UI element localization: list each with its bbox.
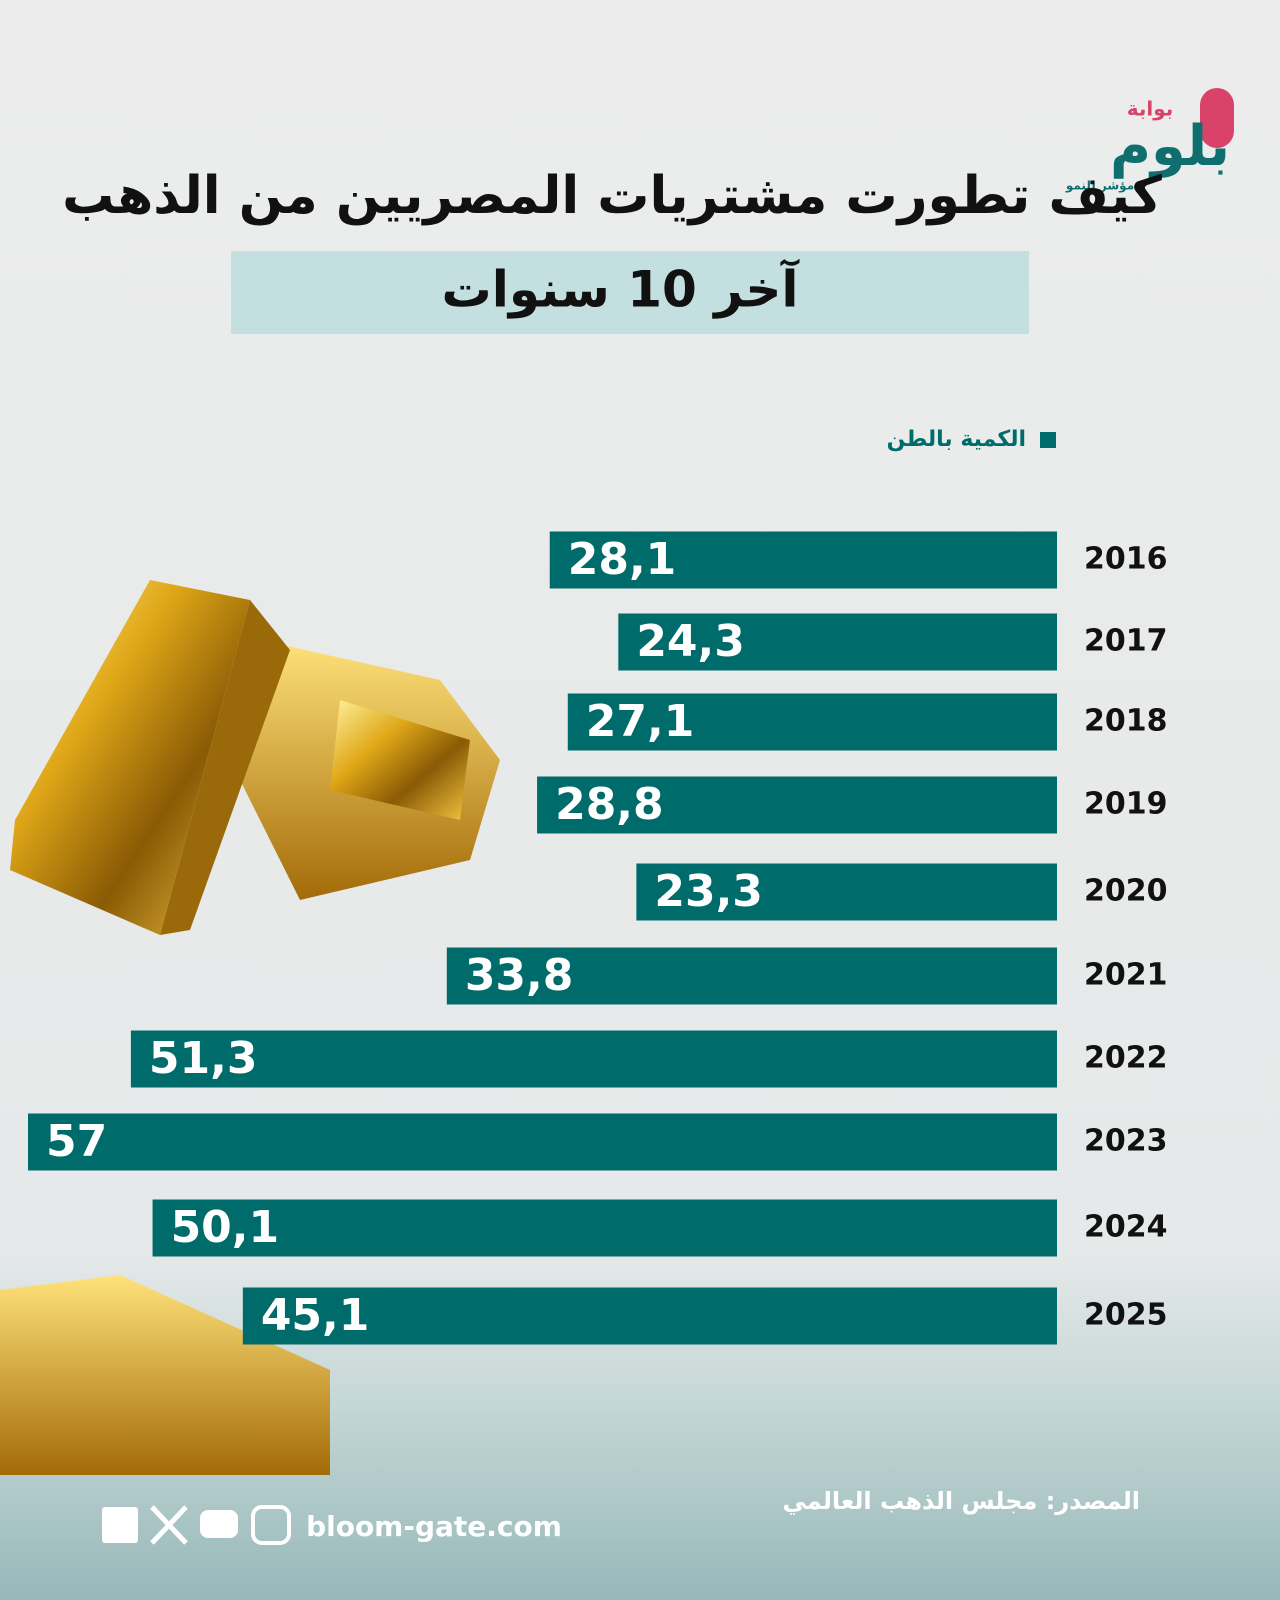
- gold-bar: [160, 600, 290, 935]
- chart-title: كيف تطورت مشتريات المصريين من الذهب: [62, 166, 1162, 226]
- bar: [567, 693, 1057, 751]
- value-label: 33,8: [465, 950, 574, 1001]
- social-icons: [102, 1505, 291, 1545]
- source: المصدر: مجلس الذهب العالمي: [782, 1487, 1140, 1515]
- bar: [28, 1113, 1057, 1171]
- value-label: 50,1: [171, 1202, 280, 1253]
- logo-name: بلوم: [1110, 114, 1230, 179]
- logo: بوابة بلوم مؤشر للنمو: [1065, 88, 1234, 194]
- value-label: 45,1: [261, 1290, 370, 1341]
- value-label: 28,8: [555, 779, 664, 830]
- bar: [636, 863, 1057, 921]
- gold-bar: [330, 700, 470, 820]
- y-tick-label: 2022: [1084, 1041, 1168, 1076]
- value-label: 24,3: [636, 616, 745, 667]
- legend-swatch: [1040, 432, 1056, 448]
- y-tick-label: 2023: [1084, 1124, 1168, 1159]
- logo-mic: [1200, 88, 1234, 148]
- y-tick-label: 2020: [1084, 874, 1168, 909]
- chart-subtitle: آخر 10 سنوات: [442, 259, 801, 320]
- plot: 28,1 2016 24,3 2017 27,1 2018 28,8 2019 23,3 2020…: [28, 531, 1168, 1345]
- bar: [130, 1030, 1057, 1088]
- y-tick-label: 2018: [1084, 704, 1168, 739]
- logo-tagline: مؤشر للنمو: [1065, 179, 1134, 194]
- y-tick-label: 2016: [1084, 542, 1168, 577]
- value-label: 27,1: [586, 696, 695, 747]
- gold-stack: [0, 1275, 330, 1475]
- bar: [446, 947, 1057, 1005]
- y-tick-label: 2017: [1084, 624, 1168, 659]
- value-label: 23,3: [654, 866, 763, 917]
- website: bloom-gate.com: [306, 1510, 562, 1543]
- bar: [537, 776, 1057, 834]
- value-label: 57: [46, 1116, 107, 1167]
- bar: [152, 1199, 1057, 1257]
- value-label: 51,3: [149, 1033, 258, 1084]
- youtube-icon[interactable]: [200, 1510, 238, 1538]
- legend-label: الكمية بالطن: [887, 427, 1026, 452]
- y-tick-label: 2025: [1084, 1298, 1168, 1333]
- legend: الكمية بالطن: [887, 427, 1056, 452]
- subtitle-box: [231, 251, 1029, 334]
- bar: [549, 531, 1057, 589]
- facebook-icon[interactable]: [102, 1507, 138, 1543]
- x-icon[interactable]: [150, 1505, 188, 1545]
- instagram-icon[interactable]: [251, 1505, 291, 1545]
- y-tick-label: 2021: [1084, 958, 1168, 993]
- y-tick-label: 2019: [1084, 787, 1168, 822]
- gold-bar: [10, 580, 250, 935]
- bar: [618, 613, 1057, 671]
- bar: [242, 1287, 1058, 1345]
- logo-top: بوابة: [1127, 97, 1174, 121]
- value-label: 28,1: [568, 534, 677, 585]
- y-tick-label: 2024: [1084, 1210, 1168, 1245]
- gold-decoration: [0, 580, 500, 1475]
